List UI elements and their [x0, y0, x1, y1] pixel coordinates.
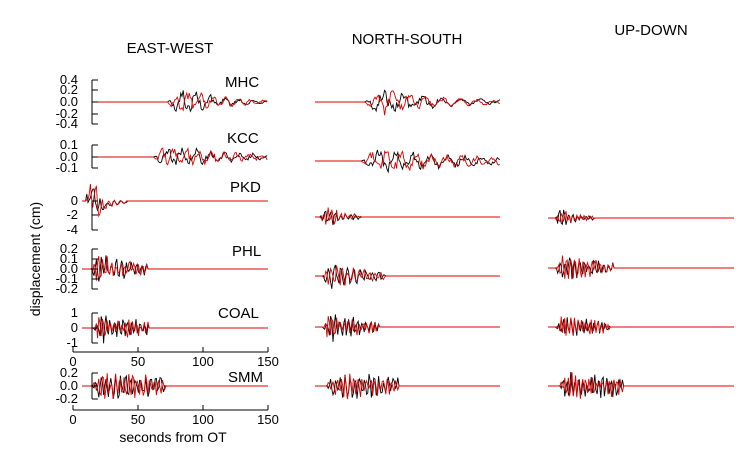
x-axis-title: seconds from OT	[119, 429, 227, 445]
ns-panel-smm	[315, 373, 500, 400]
ew-panel-smm: 0.20.0-0.2 SMM	[56, 365, 268, 406]
y-tick-label-pkd: 0	[71, 193, 78, 208]
y-tick-label-pkd: -4	[66, 222, 78, 237]
ew-synthetic-trace-pkd	[82, 183, 268, 218]
ew-synthetic-trace-coal	[82, 317, 268, 339]
y-tick-label-mhc: 0.4	[60, 72, 78, 87]
x-tick-label: 100	[192, 412, 214, 427]
ew-panel-mhc: 0.40.20.0-0.2-0.4 MHC	[56, 72, 268, 131]
north-south-panels	[315, 89, 501, 400]
station-label-mhc: MHC	[225, 74, 259, 91]
y-tick-label-kcc: 0.1	[60, 137, 78, 152]
ns-synthetic-trace-phl	[315, 265, 500, 286]
y-tick-label-phl: 0.1	[60, 251, 78, 266]
y-axis-title: displacement (cm)	[27, 202, 43, 316]
ns-synthetic-trace-kcc	[315, 150, 501, 172]
x-tick-label: 50	[131, 354, 145, 369]
ud-synthetic-trace-smm	[548, 372, 734, 399]
y-tick-label-phl: -0.1	[56, 271, 78, 286]
y-tick-label-phl: 0.2	[60, 241, 78, 256]
ew-panel-phl: 0.20.10.0-0.1-0.2 PHL	[56, 241, 268, 296]
ud-panel-pkd	[548, 209, 734, 226]
time-axes: 0 50 100 150 0 50 100 150	[69, 347, 279, 427]
y-tick-label-smm: -0.2	[56, 391, 78, 406]
y-tick-label-mhc: 0.2	[60, 82, 78, 97]
ns-panel-kcc	[315, 149, 501, 174]
station-label-phl: PHL	[232, 243, 261, 260]
ew-synthetic-trace-phl	[82, 256, 268, 281]
column-title-up-down: UP-DOWN	[614, 22, 687, 39]
east-west-panels: 0.40.20.0-0.2-0.4MHC0.10.0-0.1KCC0-2-4PK…	[56, 72, 268, 406]
column-title-north-south: NORTH-SOUTH	[352, 31, 463, 48]
ud-panel-smm	[548, 371, 734, 399]
y-tick-label-smm: 0.0	[60, 378, 78, 393]
ud-synthetic-trace-coal	[548, 316, 734, 336]
y-tick-label-coal: 1	[71, 305, 78, 320]
time-axis-1: 0 50 100 150	[69, 347, 279, 369]
ns-panel-phl	[315, 264, 500, 289]
ns-synthetic-trace-smm	[315, 373, 500, 400]
time-axis-2: 0 50 100 150	[69, 405, 279, 427]
ns-synthetic-trace-mhc	[315, 90, 501, 116]
up-down-panels	[548, 209, 734, 399]
y-tick-label-smm: 0.2	[60, 365, 78, 380]
x-tick-label: 0	[69, 354, 76, 369]
y-tick-label-mhc: 0.0	[60, 94, 78, 109]
y-tick-label-mhc: -0.2	[56, 106, 78, 121]
ns-panel-mhc	[315, 89, 501, 116]
y-tick-label-pkd: -2	[66, 207, 78, 222]
x-tick-label: 150	[257, 412, 279, 427]
y-tick-label-coal: -1	[66, 335, 78, 350]
y-tick-label-phl: -0.2	[56, 281, 78, 296]
ew-panel-kcc: 0.10.0-0.1 KCC	[56, 130, 268, 175]
y-tick-label-kcc: -0.1	[56, 160, 78, 175]
station-label-kcc: KCC	[227, 130, 259, 147]
ud-panel-coal	[548, 316, 734, 336]
ud-synthetic-trace-phl	[548, 255, 734, 279]
ns-panel-coal	[315, 314, 500, 342]
ew-synthetic-trace-mhc	[92, 91, 268, 112]
y-tick-label-coal: 0	[71, 320, 78, 335]
ns-synthetic-trace-coal	[315, 316, 500, 338]
ud-panel-phl	[548, 255, 734, 280]
station-label-smm: SMM	[228, 369, 263, 386]
y-tick-label-phl: 0.0	[60, 261, 78, 276]
x-tick-label: 150	[257, 354, 279, 369]
ew-panel-pkd: 0-2-4 PKD	[66, 179, 268, 237]
x-tick-label: 0	[69, 412, 76, 427]
column-title-east-west: EAST-WEST	[127, 40, 214, 57]
y-tick-label-mhc: -0.4	[56, 116, 78, 131]
y-tick-label-kcc: 0.0	[60, 149, 78, 164]
ud-synthetic-trace-pkd	[548, 211, 734, 223]
ew-panel-coal: 10-1 COAL	[66, 305, 268, 350]
station-label-coal: COAL	[218, 305, 259, 322]
station-label-pkd: PKD	[230, 179, 261, 196]
ew-synthetic-trace-kcc	[92, 146, 268, 167]
x-tick-label: 100	[192, 354, 214, 369]
ew-synthetic-trace-smm	[82, 373, 268, 399]
ns-panel-pkd	[315, 207, 500, 226]
x-tick-label: 50	[131, 412, 145, 427]
ns-synthetic-trace-pkd	[315, 207, 500, 225]
